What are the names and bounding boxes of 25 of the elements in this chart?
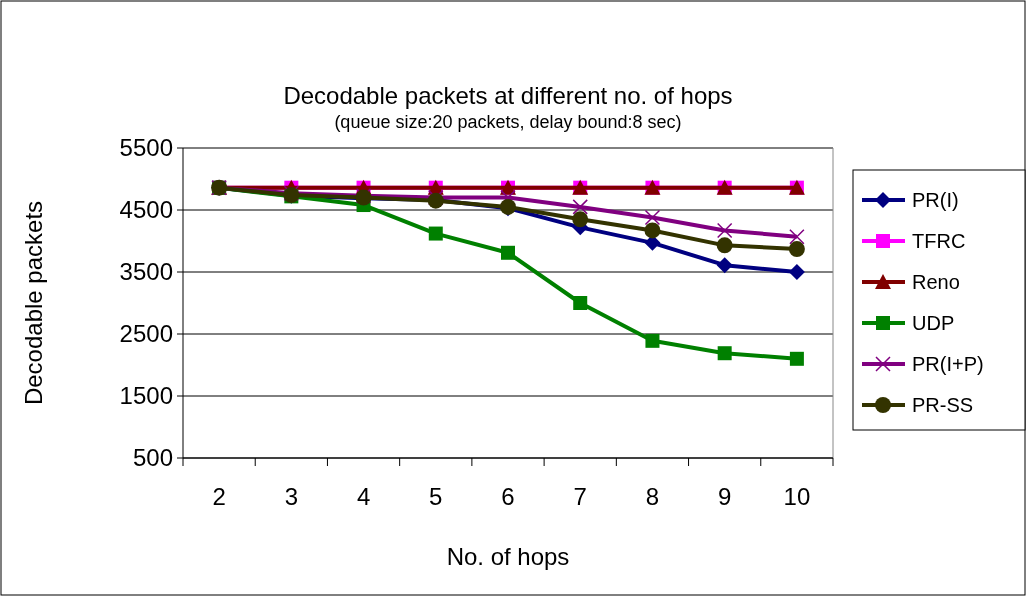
legend-label: Reno (912, 271, 960, 293)
y-tick-label: 4500 (119, 196, 173, 224)
y-tick-label: 1500 (119, 382, 173, 410)
y-tick-label: 2500 (119, 320, 173, 348)
x-tick-label: 6 (501, 483, 515, 510)
x-tick-label: 2 (212, 483, 226, 510)
y-tick-label: 500 (132, 444, 173, 472)
x-tick-label: 7 (573, 483, 587, 510)
y-tick-label: 5500 (119, 134, 173, 162)
legend-label: UDP (912, 312, 955, 334)
x-tick-label: 3 (284, 483, 299, 510)
x-tick-label: 4 (356, 483, 371, 510)
chart-title: Decodable packets at different no. of hops (283, 82, 733, 109)
y-tick-label: 3500 (119, 258, 173, 286)
y-axis-title: Decodable packets (20, 200, 47, 406)
legend-label: PR(I+P) (912, 353, 984, 375)
legend-label: PR-SS (912, 394, 974, 416)
legend-label: TFRC (912, 230, 966, 252)
x-tick-label: 10 (783, 483, 811, 510)
chart-subtitle: (queue size:20 packets, delay bound:8 sec) (334, 112, 682, 132)
legend-label: PR(I) (912, 189, 959, 211)
x-tick-label: 5 (429, 483, 443, 510)
x-axis-title: No. of hops (446, 543, 570, 570)
x-tick-label: 8 (645, 483, 660, 510)
x-tick-label: 9 (717, 483, 732, 510)
